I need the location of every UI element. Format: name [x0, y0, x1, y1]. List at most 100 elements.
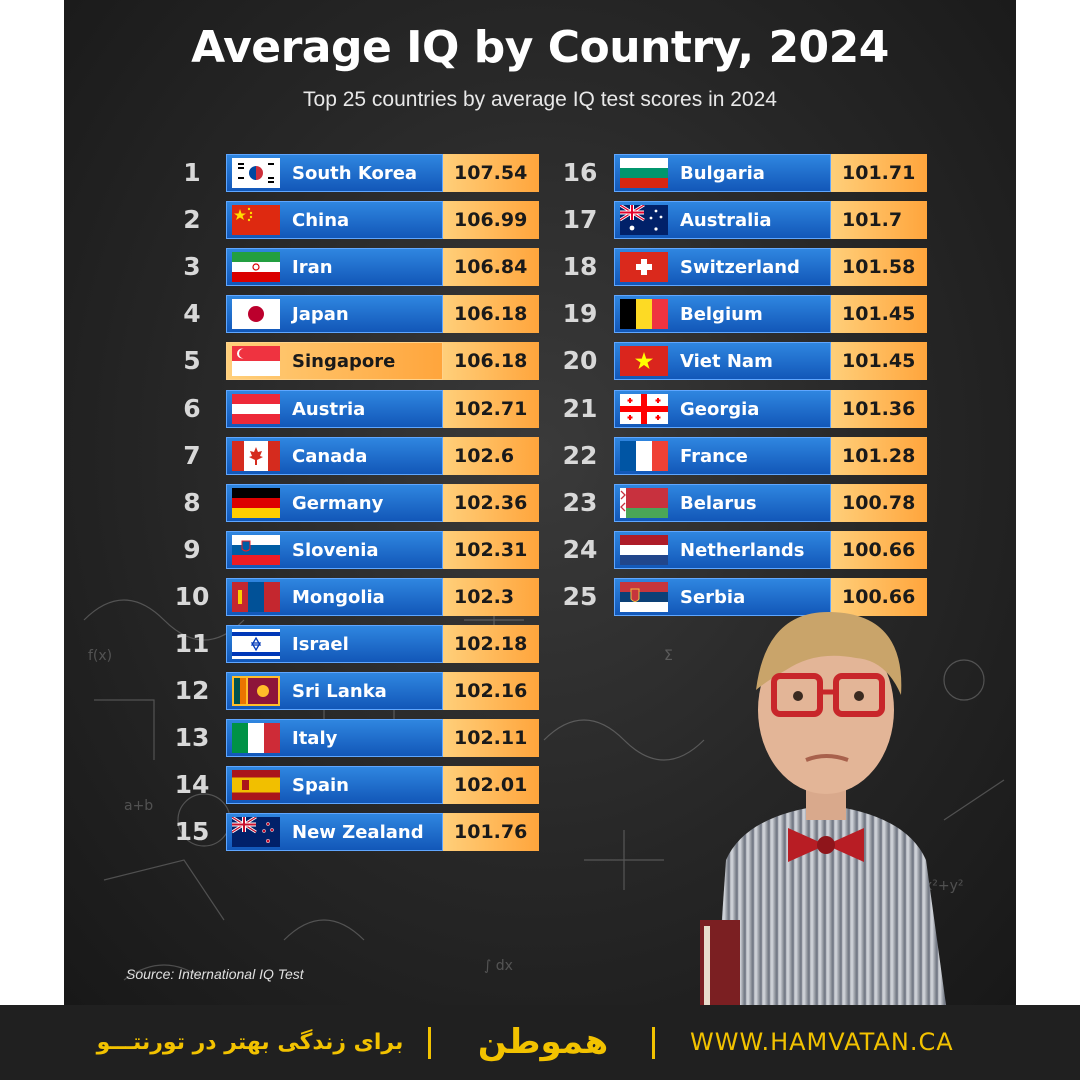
country-name: Spain	[292, 775, 349, 796]
country-bar: Australia	[614, 201, 831, 239]
iq-score: 102.36	[443, 484, 539, 522]
country-name: Italy	[292, 728, 338, 749]
iran-flag-icon	[232, 252, 280, 282]
table-row: 12 Sri Lanka 102.16	[162, 672, 539, 710]
rank-number: 22	[562, 441, 598, 470]
table-row: 16 Bulgaria 101.71	[550, 154, 927, 192]
iq-score: 101.45	[831, 295, 927, 333]
country-name: New Zealand	[292, 822, 424, 843]
country-name: Germany	[292, 493, 384, 514]
south-korea-flag-icon	[232, 158, 280, 188]
rank-number: 13	[174, 723, 210, 752]
table-row: 19 Belgium 101.45	[550, 295, 927, 333]
rank-number: 18	[562, 252, 598, 281]
table-row: 1 South Korea 107.54	[162, 154, 539, 192]
svg-text:x²+y²: x²+y²	[924, 878, 964, 894]
rank-number: 16	[562, 158, 598, 187]
country-name: Serbia	[680, 587, 746, 608]
iq-score: 100.66	[831, 531, 927, 569]
table-row: 17 Australia 101.7	[550, 201, 927, 239]
rank-number: 20	[562, 346, 598, 375]
table-row: 20 Viet Nam 101.45	[550, 342, 927, 380]
boy-with-glasses-icon	[700, 611, 946, 1005]
country-name: Slovenia	[292, 540, 379, 561]
iq-score: 102.71	[443, 390, 539, 428]
country-name: Austria	[292, 399, 366, 420]
table-row: 14 Spain 102.01	[162, 766, 539, 804]
country-name: Bulgaria	[680, 163, 765, 184]
iq-score: 101.71	[831, 154, 927, 192]
svg-text:a+b: a+b	[124, 798, 153, 814]
table-row: 18 Switzerland 101.58	[550, 248, 927, 286]
table-row: 7 Canada 102.6	[162, 437, 539, 475]
iq-score: 102.6	[443, 437, 539, 475]
iq-score: 102.31	[443, 531, 539, 569]
serbia-flag-icon	[620, 582, 668, 612]
iq-score: 102.01	[443, 766, 539, 804]
iq-score: 106.18	[443, 295, 539, 333]
israel-flag-icon	[232, 629, 280, 659]
iq-score: 101.76	[443, 813, 539, 851]
country-name: China	[292, 210, 350, 231]
italy-flag-icon	[232, 723, 280, 753]
svg-text:Σ: Σ	[664, 648, 673, 664]
country-bar: Iran	[226, 248, 443, 286]
country-bar: Georgia	[614, 390, 831, 428]
rank-number: 10	[174, 582, 210, 611]
rank-number: 23	[562, 488, 598, 517]
rank-number: 17	[562, 205, 598, 234]
rank-number: 19	[562, 299, 598, 328]
table-row: 2 China 106.99	[162, 201, 539, 239]
country-bar: France	[614, 437, 831, 475]
new-zealand-flag-icon	[232, 817, 280, 847]
source-note: Source: International IQ Test	[126, 966, 304, 982]
iq-score: 101.58	[831, 248, 927, 286]
country-bar: Serbia	[614, 578, 831, 616]
rank-number: 14	[174, 770, 210, 799]
country-bar: Japan	[226, 295, 443, 333]
country-name: Mongolia	[292, 587, 385, 608]
mongolia-flag-icon	[232, 582, 280, 612]
table-row: 22 France 101.28	[550, 437, 927, 475]
iq-score: 100.78	[831, 484, 927, 522]
country-name: Belgium	[680, 304, 763, 325]
footer-website-link[interactable]: WWW.HAMVATAN.CA	[690, 1028, 954, 1056]
country-name: Belarus	[680, 493, 757, 514]
country-bar: Mongolia	[226, 578, 443, 616]
country-name: Netherlands	[680, 540, 805, 561]
table-row: 10 Mongolia 102.3	[162, 578, 539, 616]
country-bar: Belgium	[614, 295, 831, 333]
rank-number: 15	[174, 817, 210, 846]
rank-number: 3	[183, 252, 201, 281]
table-row: 13 Italy 102.11	[162, 719, 539, 757]
iq-score: 102.11	[443, 719, 539, 757]
georgia-flag-icon	[620, 394, 668, 424]
rank-number: 24	[562, 535, 598, 564]
country-bar: Germany	[226, 484, 443, 522]
table-row: 11 Israel 102.18	[162, 625, 539, 663]
country-bar: Singapore	[226, 342, 443, 380]
table-row: 23 Belarus 100.78	[550, 484, 927, 522]
footer-tagline: برای زندگی بهتر در تورنتـــو	[96, 1030, 404, 1055]
iq-score: 107.54	[443, 154, 539, 192]
country-name: Japan	[292, 304, 349, 325]
table-row: 21 Georgia 101.36	[550, 390, 927, 428]
iq-score: 106.99	[443, 201, 539, 239]
rank-number: 9	[183, 535, 201, 564]
footer-divider	[428, 1027, 431, 1059]
country-bar: China	[226, 201, 443, 239]
table-row: 25 Serbia 100.66	[550, 578, 927, 616]
sri-lanka-flag-icon	[232, 676, 280, 706]
table-row: 24 Netherlands 100.66	[550, 531, 927, 569]
china-flag-icon	[232, 205, 280, 235]
rank-number: 5	[183, 346, 201, 375]
belarus-flag-icon	[620, 488, 668, 518]
australia-flag-icon	[620, 205, 668, 235]
iq-score: 102.18	[443, 625, 539, 663]
country-bar: Sri Lanka	[226, 672, 443, 710]
rank-number: 21	[562, 394, 598, 423]
iq-score: 101.28	[831, 437, 927, 475]
rank-number: 7	[183, 441, 201, 470]
table-row: 4 Japan 106.18	[162, 295, 539, 333]
austria-flag-icon	[232, 394, 280, 424]
